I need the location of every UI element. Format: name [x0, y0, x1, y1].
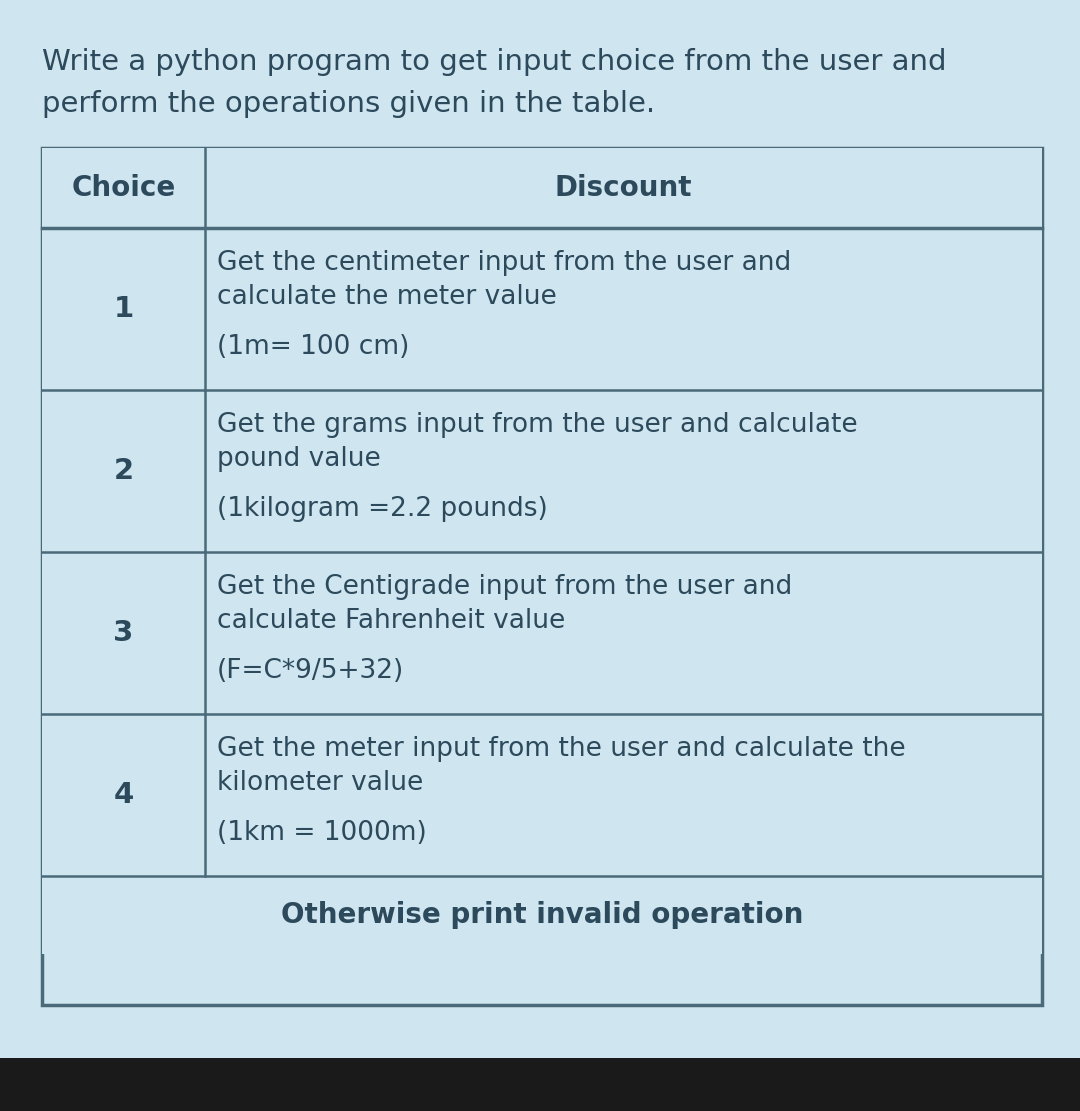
Text: Get the Centigrade input from the user and: Get the Centigrade input from the user a… [217, 574, 793, 600]
Text: 4: 4 [113, 781, 134, 809]
Text: 2: 2 [113, 457, 134, 486]
Text: Discount: Discount [555, 174, 692, 202]
Text: Get the centimeter input from the user and: Get the centimeter input from the user a… [217, 250, 792, 276]
Bar [42, 228, 1042, 390]
Bar [42, 714, 1042, 875]
Text: 1: 1 [113, 296, 134, 323]
Text: perform the operations given in the table.: perform the operations given in the tabl… [42, 90, 656, 118]
Text: 3: 3 [113, 619, 134, 647]
Text: pound value: pound value [217, 446, 381, 472]
Bar [42, 148, 1042, 228]
Bar [42, 875, 1042, 954]
Text: Get the grams input from the user and calculate: Get the grams input from the user and ca… [217, 412, 858, 438]
Text: Get the meter input from the user and calculate the: Get the meter input from the user and ca… [217, 735, 906, 762]
Text: kilometer value: kilometer value [217, 770, 423, 795]
Bar [42, 390, 1042, 552]
Text: (1m= 100 cm): (1m= 100 cm) [217, 334, 409, 360]
Text: calculate the meter value: calculate the meter value [217, 284, 557, 310]
Bar [42, 552, 1042, 714]
Text: Choice: Choice [71, 174, 176, 202]
Bar [42, 148, 1042, 1005]
Text: (1km = 1000m): (1km = 1000m) [217, 820, 427, 845]
Bar [0, 1058, 1080, 1111]
Text: calculate Fahrenheit value: calculate Fahrenheit value [217, 608, 565, 634]
Text: (1kilogram =2.2 pounds): (1kilogram =2.2 pounds) [217, 496, 548, 522]
Text: Otherwise print invalid operation: Otherwise print invalid operation [281, 901, 804, 929]
Text: Write a python program to get input choice from the user and: Write a python program to get input choi… [42, 48, 946, 76]
Text: (F=C*9/5+32): (F=C*9/5+32) [217, 658, 404, 684]
